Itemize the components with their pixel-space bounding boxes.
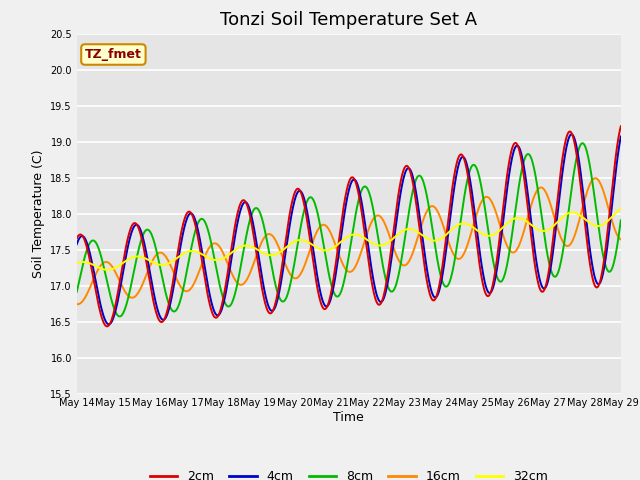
Title: Tonzi Soil Temperature Set A: Tonzi Soil Temperature Set A [220, 11, 477, 29]
Y-axis label: Soil Temperature (C): Soil Temperature (C) [32, 149, 45, 278]
X-axis label: Time: Time [333, 411, 364, 424]
Legend: 2cm, 4cm, 8cm, 16cm, 32cm: 2cm, 4cm, 8cm, 16cm, 32cm [145, 465, 553, 480]
Text: TZ_fmet: TZ_fmet [85, 48, 142, 61]
